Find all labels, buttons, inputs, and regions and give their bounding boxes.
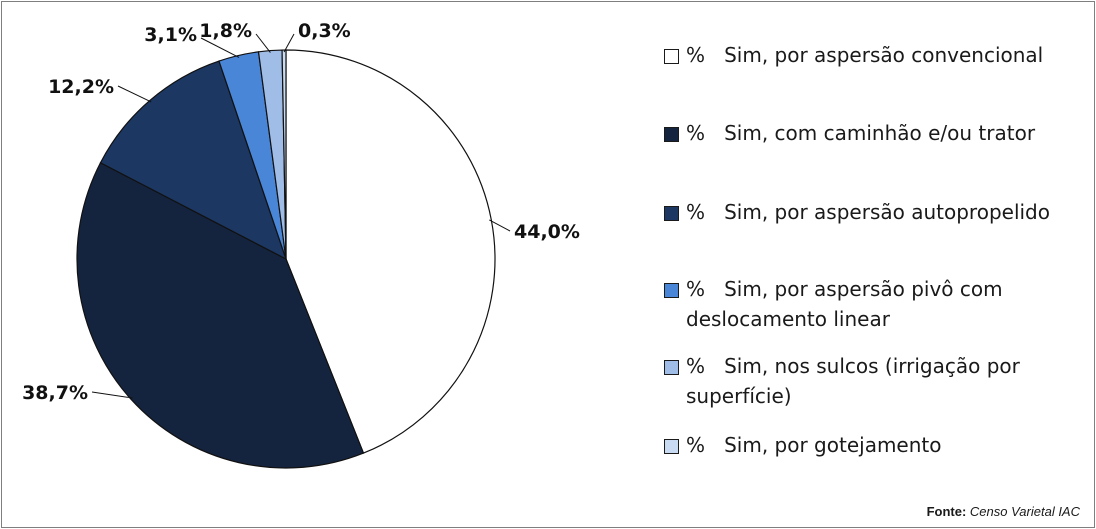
legend-item: % Sim, por aspersão convencional [664, 40, 1066, 70]
pie-slice [99, 60, 288, 261]
legend-label: % Sim, com caminhão e/ou trator [686, 121, 1036, 145]
data-label: 3,1% [144, 24, 197, 46]
legend-swatch [664, 127, 679, 142]
data-label: 44,0% [514, 221, 580, 243]
legend-swatch [664, 439, 679, 454]
legend-item: % Sim, por aspersão pivô com deslocament… [664, 274, 1066, 334]
legend-item: % Sim, por aspersão autopropelido [664, 197, 1066, 227]
source-text: Censo Varietal IAC [969, 504, 1080, 519]
data-label: 1,8% [199, 20, 252, 42]
leader-line [200, 37, 240, 58]
leader-line [283, 33, 295, 53]
legend-label: % Sim, por aspersão convencional [686, 43, 1044, 67]
legend-label: % Sim, por aspersão pivô com deslocament… [686, 277, 1003, 331]
source-note: Fonte: Censo Varietal IAC [927, 504, 1080, 519]
leader-line [91, 391, 133, 399]
leader-line [489, 219, 511, 232]
legend-swatch [664, 283, 679, 298]
legend-swatch [664, 360, 679, 375]
legend-label: % Sim, nos sulcos (irrigação por superfí… [686, 354, 1020, 408]
legend-item: % Sim, nos sulcos (irrigação por superfí… [664, 351, 1066, 411]
legend-item: % Sim, com caminhão e/ou trator [664, 118, 1066, 148]
legend-label: % Sim, por gotejamento [686, 433, 942, 457]
source-label: Fonte: [926, 504, 967, 519]
legend-item: % Sim, por gotejamento [664, 430, 1066, 460]
pie-slice [285, 49, 496, 454]
data-label: 0,3% [298, 20, 351, 42]
legend-label: % Sim, por aspersão autopropelido [686, 200, 1050, 224]
leader-line [255, 33, 271, 53]
legend-swatch [664, 49, 679, 64]
pie-slice [281, 49, 287, 260]
pie-slice [76, 161, 365, 469]
data-label: 12,2% [48, 76, 114, 98]
legend-swatch [664, 206, 679, 221]
data-label: 38,7% [22, 382, 88, 404]
leader-line [117, 85, 152, 103]
